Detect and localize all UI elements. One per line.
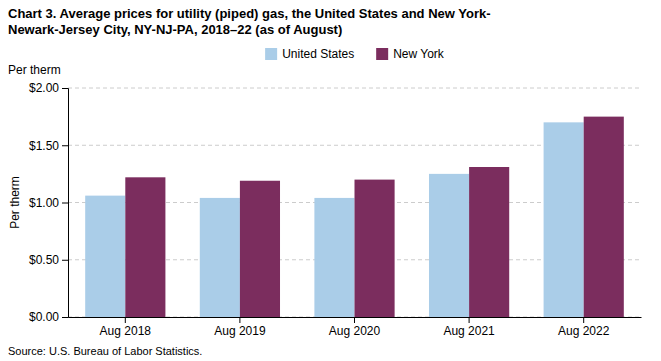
y-tick-label: $0.00 bbox=[29, 310, 59, 324]
title: Chart 3. Average prices for utility (pip… bbox=[8, 6, 491, 21]
y-tick-label: $1.50 bbox=[29, 139, 59, 153]
title: Newark-Jersey City, NY-NJ-PA, 2018–22 (a… bbox=[8, 22, 342, 37]
y-tick-label: $2.00 bbox=[29, 81, 59, 95]
bar bbox=[429, 174, 469, 317]
grid-line bbox=[68, 88, 641, 89]
bar bbox=[200, 198, 240, 317]
x-tick-mark bbox=[239, 317, 240, 323]
bar bbox=[355, 180, 395, 317]
x-tick: Aug 2018 bbox=[100, 317, 152, 338]
x-tick-mark bbox=[354, 317, 355, 323]
y-tick: $0.50 bbox=[29, 253, 68, 267]
bar-series bbox=[85, 122, 584, 317]
y-tick-mark bbox=[62, 260, 68, 261]
y-tick-label: $1.00 bbox=[29, 196, 59, 210]
y-axis-title: Per therm bbox=[8, 176, 22, 229]
y-axis: $0.00 $0.50 $1.00 $1.50 $2.00 bbox=[29, 81, 69, 324]
x-tick: Aug 2022 bbox=[558, 317, 610, 338]
bar bbox=[544, 122, 584, 317]
y-tick-mark bbox=[62, 88, 68, 89]
x-tick-label: Aug 2021 bbox=[443, 324, 495, 338]
x-tick: Aug 2019 bbox=[214, 317, 266, 338]
legend-item: New York bbox=[376, 47, 445, 61]
bars bbox=[85, 117, 624, 317]
x-tick-label: Aug 2019 bbox=[214, 324, 266, 338]
unit-label: Per therm bbox=[8, 63, 61, 77]
y-tick: $2.00 bbox=[29, 81, 68, 95]
y-tick: $1.50 bbox=[29, 139, 68, 153]
legend-swatch bbox=[376, 48, 388, 60]
y-tick-mark bbox=[62, 317, 68, 318]
legend: United States New York bbox=[265, 47, 445, 61]
y-tick-mark bbox=[62, 203, 68, 204]
bar bbox=[314, 198, 354, 317]
x-tick: Aug 2021 bbox=[443, 317, 495, 338]
x-tick-label: Aug 2022 bbox=[558, 324, 610, 338]
x-tick: Aug 2020 bbox=[329, 317, 381, 338]
x-tick-label: Aug 2018 bbox=[100, 324, 152, 338]
chart-container: Chart 3. Average prices for utility (pip… bbox=[0, 0, 661, 361]
y-axis-line bbox=[62, 89, 69, 318]
y-tick-label: $0.50 bbox=[29, 253, 59, 267]
legend-item: United States bbox=[265, 47, 354, 61]
bar bbox=[584, 117, 624, 317]
grid bbox=[68, 88, 641, 317]
bar-series bbox=[125, 117, 624, 317]
y-tick: $0.00 bbox=[29, 310, 68, 324]
chart: Chart 3. Average prices for utility (pip… bbox=[0, 0, 661, 361]
bar bbox=[240, 181, 280, 317]
bar bbox=[469, 167, 509, 317]
x-tick-mark bbox=[125, 317, 126, 323]
plot: $0.00$0.50$1.00$1.50$2.00Aug 2018Aug 201… bbox=[29, 81, 642, 337]
x-axis: Aug 2018 Aug 2019 Aug 2020 Aug 2021 Aug 2022 bbox=[69, 317, 642, 338]
y-tick: $1.00 bbox=[29, 196, 68, 210]
bar bbox=[125, 177, 165, 317]
x-tick-label: Aug 2020 bbox=[329, 324, 381, 338]
legend-label: United States bbox=[282, 47, 354, 61]
x-tick-mark bbox=[469, 317, 470, 323]
bar bbox=[85, 196, 125, 317]
y-tick-mark bbox=[62, 145, 68, 146]
source: Source: U.S. Bureau of Labor Statistics. bbox=[8, 345, 202, 357]
legend-label: New York bbox=[393, 47, 445, 61]
x-tick-mark bbox=[583, 317, 584, 323]
legend-swatch bbox=[265, 48, 277, 60]
